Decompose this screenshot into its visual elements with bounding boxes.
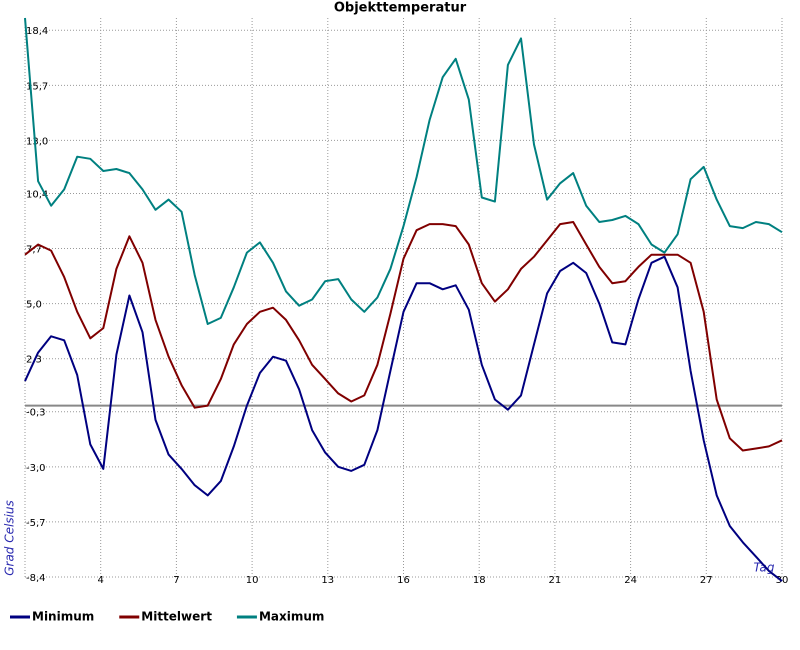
chart-title: Objekttemperatur [334,1,467,16]
x-tick-label: 16 [397,575,410,586]
y-axis-label: Grad Celsius [3,500,17,576]
x-tick-label: 24 [624,575,637,586]
legend-label: Minimum [32,610,94,624]
y-tick-label: 5,0 [26,300,42,311]
y-tick-label: 13,0 [26,136,48,147]
x-tick-label: 7 [173,575,179,586]
y-tick-label: -3,0 [26,463,46,474]
y-tick-label: 10,4 [26,189,48,200]
series-line [24,221,783,452]
x-tick-label: 13 [321,575,334,586]
y-tick-label: -5,7 [26,518,46,529]
x-tick-label: 4 [98,575,104,586]
x-tick-label: 10 [246,575,259,586]
y-tick-label: -8,4 [26,573,46,584]
legend-label: Mittelwert [141,610,212,624]
series-line [24,255,783,582]
x-tick-label: 27 [700,575,713,586]
x-tick-label: 18 [473,575,486,586]
legend-label: Maximum [259,610,324,624]
y-tick-label: 7,7 [26,245,42,256]
y-tick-label: 15,7 [26,81,48,92]
y-tick-label: -0,3 [26,408,46,419]
series-line [24,17,783,325]
x-tick-label: 21 [549,575,562,586]
y-tick-label: 18,4 [26,26,48,37]
